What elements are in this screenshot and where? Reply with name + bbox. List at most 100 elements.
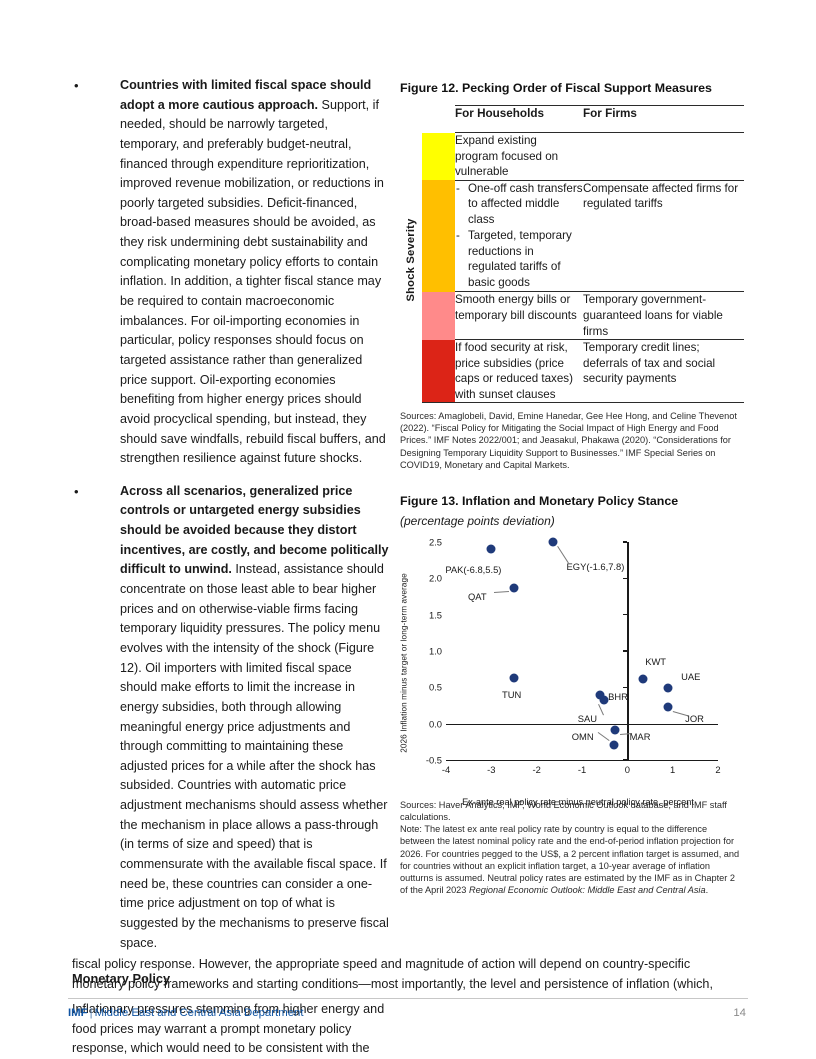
- page-footer: IMF | Middle East and Central Asia Departm…: [0, 998, 816, 1028]
- severity-swatch-low: [422, 132, 455, 181]
- chart-point-label: SAU: [577, 713, 598, 725]
- chart-data-point: [595, 690, 605, 700]
- bullet-lead: Across all scenarios, generalized price …: [120, 483, 389, 577]
- chart-x-axis-label: Ex-ante real policy rate minus neutral p…: [462, 796, 694, 807]
- chart-data-point: [509, 583, 519, 593]
- footer-department: Middle East and Central Asia Department: [94, 1007, 304, 1019]
- chart-data-point: [663, 683, 673, 693]
- bullet-marker: •: [74, 78, 79, 93]
- chart-point-label: EGY(-1.6,7.8): [566, 560, 625, 572]
- chart-y-tick-mark: [623, 614, 628, 616]
- chart-x-axis-line: [446, 723, 718, 726]
- chart-y-tick-mark: [623, 577, 628, 579]
- chart-data-point: [663, 702, 673, 712]
- chart-label-leader-line: [597, 732, 610, 742]
- chart-point-label: BHR: [608, 690, 628, 702]
- chart-x-tick-label: -2: [532, 763, 541, 775]
- severity-swatch-critical: [422, 339, 455, 404]
- chart-point-label: QAT: [468, 590, 487, 602]
- chart-data-point: [486, 544, 496, 554]
- table-row: Expand existing program focused on vulne…: [422, 132, 744, 181]
- right-figure-column: Figure 12. Pecking Order of Fiscal Suppo…: [400, 80, 744, 896]
- cell-households: If food security at risk, price subsidie…: [455, 339, 583, 404]
- figure13-scatter-chart: 2026 Inflation minus target or long-term…: [400, 534, 726, 807]
- shock-severity-label: Shock Severity: [405, 218, 417, 302]
- table-header-row: For Households For Firms: [422, 105, 744, 134]
- table-header-spacer: [422, 105, 455, 134]
- chart-y-axis-line: [627, 541, 629, 760]
- table-row: If food security at risk, price subsidie…: [422, 339, 744, 404]
- cell-firms: Temporary government-guaranteed loans fo…: [583, 291, 744, 341]
- section-heading-monetary-policy: Monetary Policy: [72, 971, 171, 987]
- figure13-subtitle: (percentage points deviation): [400, 513, 555, 528]
- imf-logo-text: IMF: [68, 1007, 88, 1019]
- figure13-note: Note: The latest ex ante real policy rat…: [400, 823, 744, 896]
- bullet-rest: Instead, assistance should concentrate o…: [120, 562, 389, 950]
- chart-y-tick-label: 0.0: [428, 718, 442, 730]
- table-row: Smooth energy bills or temporary bill di…: [422, 291, 744, 341]
- cell-firms: Compensate affected firms for regulated …: [583, 180, 744, 293]
- chart-label-leader-line: [493, 590, 509, 593]
- chart-data-point: [638, 674, 648, 684]
- chart-x-tick-label: 1: [670, 763, 676, 775]
- table-row: One-off cash transfers to affected middl…: [422, 180, 744, 293]
- footer-divider: [68, 998, 748, 999]
- bullet-lead: Countries with limited fiscal space shou…: [120, 78, 372, 112]
- chart-data-point: [609, 740, 619, 750]
- footer-separator: |: [89, 1007, 93, 1019]
- chart-point-label: MAR: [629, 731, 651, 743]
- cell-firms: Temporary credit lines; deferrals of tax…: [583, 339, 744, 404]
- chart-x-tick-label: -4: [441, 763, 451, 775]
- chart-x-tick-label: -3: [487, 763, 496, 775]
- figure12-sources: Sources: Amaglobeli, David, Emine Haneda…: [400, 411, 737, 470]
- figure12-title: Figure 12. Pecking Order of Fiscal Suppo…: [400, 81, 712, 95]
- chart-y-tick-label: 0.5: [428, 681, 442, 693]
- figure13-title: Figure 13. Inflation and Monetary Policy…: [400, 493, 679, 508]
- chart-y-tick-label: 1.0: [428, 645, 442, 657]
- chart-y-tick-mark: [623, 686, 628, 688]
- table-header-households: For Households: [455, 105, 583, 134]
- bullet-item: • Across all scenarios, generalized pric…: [72, 482, 390, 953]
- chart-y-axis-label: 2026 Inflation minus target or long-term…: [399, 573, 409, 753]
- chart-point-label: UAE: [681, 671, 701, 683]
- figure12-table: For Households For Firms Expand existing…: [422, 105, 744, 404]
- bullet-text: Countries with limited fiscal space shou…: [120, 76, 390, 469]
- chart-x-tick-label: 0: [624, 763, 630, 775]
- note-suffix: .: [705, 884, 709, 895]
- cell-households: One-off cash transfers to affected middl…: [455, 180, 583, 293]
- bullet-item: • Countries with limited fiscal space sh…: [72, 76, 390, 469]
- figure13-container: Figure 13. Inflation and Monetary Policy…: [400, 493, 744, 896]
- chart-y-tick-label: 1.5: [428, 609, 442, 621]
- bullet-marker: •: [74, 483, 79, 499]
- chart-point-label: OMN: [571, 731, 594, 743]
- chart-point-label: JOR: [685, 712, 704, 724]
- left-text-column: • Countries with limited fiscal space sh…: [72, 76, 390, 1059]
- chart-data-point: [509, 673, 519, 683]
- severity-swatch-high: [422, 291, 455, 340]
- cell-households: Expand existing program focused on vulne…: [455, 132, 583, 181]
- figure13-sources: Sources: Haver Analytics; IMF, World Eco…: [400, 799, 727, 823]
- severity-swatch-medium: [422, 180, 455, 292]
- chart-y-tick-label: 2.5: [428, 536, 442, 548]
- chart-data-point: [548, 537, 558, 547]
- monetary-policy-paragraph-narrow: Inflationary pressures stemming from hig…: [72, 1002, 385, 1056]
- cell-households: Smooth energy bills or temporary bill di…: [455, 291, 583, 341]
- bullet-text: Across all scenarios, generalized price …: [120, 482, 390, 953]
- figure12-axis-label: Shock Severity: [400, 105, 422, 403]
- figure12-container: Shock Severity For Households For Firms …: [400, 105, 744, 404]
- chart-data-point: [610, 725, 620, 735]
- table-header-firms: For Firms: [583, 105, 744, 134]
- footer-brand-line: IMF | Middle East and Central Asia Departm…: [68, 1007, 304, 1019]
- chart-y-tick-mark: [623, 541, 628, 543]
- list-item: Targeted, temporary reductions in regula…: [455, 228, 583, 290]
- households-measure-list: One-off cash transfers to affected middl…: [455, 181, 583, 291]
- chart-y-tick-label: 2.0: [428, 572, 442, 584]
- footer-page-number: 14: [733, 1007, 746, 1019]
- list-item: One-off cash transfers to affected middl…: [455, 181, 583, 228]
- chart-x-tick-label: 2: [715, 763, 721, 775]
- bullet-rest: Support, if needed, should be narrowly t…: [120, 97, 386, 466]
- note-italic: Regional Economic Outlook: Middle East a…: [468, 884, 706, 895]
- chart-y-tick-label: -0.5: [425, 754, 442, 766]
- chart-bottom-axis-line: [446, 759, 718, 762]
